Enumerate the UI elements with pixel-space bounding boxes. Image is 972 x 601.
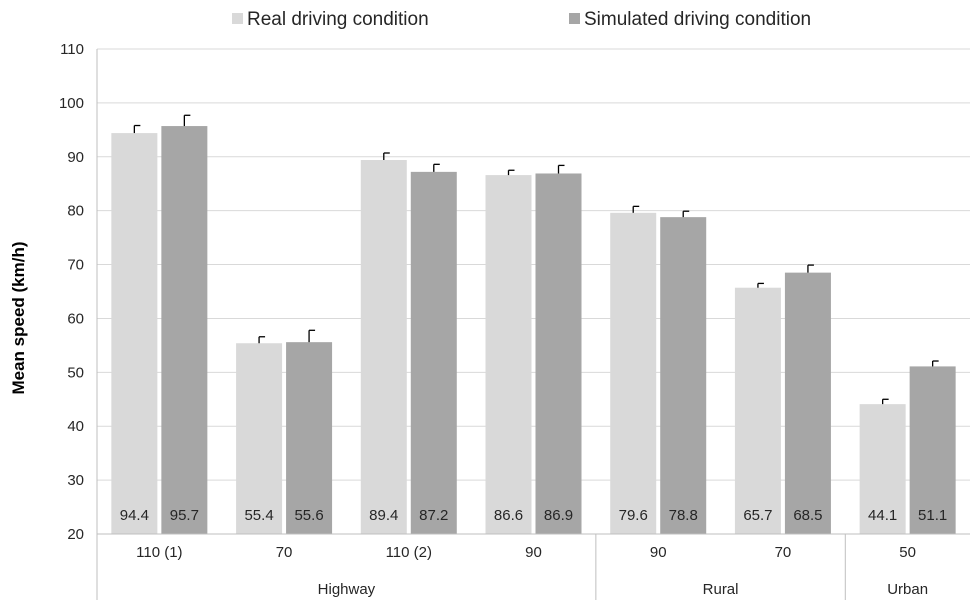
bar-value-label: 86.9 xyxy=(544,507,573,524)
bar-value-label: 55.6 xyxy=(294,507,323,524)
x-axis: 110 (1) 70 110 (2) 90 90 70 50 Highway Rural Urba… xyxy=(97,533,970,600)
bar xyxy=(784,272,831,534)
legend-swatch-real xyxy=(232,13,243,24)
x-group-label: Highway xyxy=(318,581,376,598)
bar-value-label: 89.4 xyxy=(369,507,398,524)
y-axis-title: Mean speed (km/h) xyxy=(9,241,28,394)
bar-value-label: 55.4 xyxy=(244,507,273,524)
bar-value-label: 86.6 xyxy=(494,507,523,524)
y-tick-label: 100 xyxy=(59,95,84,112)
legend-swatch-simulated xyxy=(569,13,580,24)
bar-value-label: 79.6 xyxy=(619,507,648,524)
y-tick-label: 70 xyxy=(67,257,84,274)
bar-value-label: 78.8 xyxy=(669,507,698,524)
bar xyxy=(610,212,657,535)
legend: Real driving condition Simulated driving… xyxy=(232,9,811,30)
y-tick-label: 40 xyxy=(67,418,84,435)
y-tick-label: 90 xyxy=(67,149,84,166)
bar-value-labels: 94.4 95.7 55.4 55.6 89.4 87.2 86.6 86.9 79.6 78.8… xyxy=(120,507,947,524)
bar-value-label: 94.4 xyxy=(120,507,149,524)
bar xyxy=(236,343,283,534)
bar xyxy=(734,287,781,534)
bar xyxy=(286,342,333,534)
x-category-label: 50 xyxy=(899,544,916,561)
y-tick-label: 30 xyxy=(67,472,84,489)
bars xyxy=(111,126,956,535)
error-bars xyxy=(133,114,939,405)
bar xyxy=(410,171,457,534)
x-category-label: 70 xyxy=(276,544,293,561)
x-group-label: Rural xyxy=(703,581,739,598)
x-category-label: 110 (2) xyxy=(386,544,432,561)
bar xyxy=(360,160,407,534)
x-category-label: 70 xyxy=(775,544,792,561)
gridlines xyxy=(97,48,970,481)
bar-value-label: 87.2 xyxy=(419,507,448,524)
x-category-label: 90 xyxy=(525,544,542,561)
bar xyxy=(111,133,158,535)
bar-value-label: 95.7 xyxy=(170,507,199,524)
y-tick-label: 50 xyxy=(67,364,84,381)
legend-label-real: Real driving condition xyxy=(247,9,429,30)
y-tick-label: 60 xyxy=(67,310,84,327)
x-category-label: 90 xyxy=(650,544,667,561)
y-tick-label: 110 xyxy=(60,41,84,58)
y-tick-label: 80 xyxy=(67,203,84,220)
bar xyxy=(161,126,208,535)
bar xyxy=(660,217,707,534)
bar-value-label: 68.5 xyxy=(793,507,822,524)
y-tick-label: 20 xyxy=(67,526,84,543)
bar-value-label: 51.1 xyxy=(918,507,947,524)
bar-value-label: 65.7 xyxy=(743,507,772,524)
bar xyxy=(535,173,582,534)
x-group-label: Urban xyxy=(887,581,928,598)
bar xyxy=(909,366,956,534)
bar-value-label: 44.1 xyxy=(868,507,897,524)
bar xyxy=(859,404,906,534)
y-axis: 20 30 40 50 60 70 80 90 100 110 xyxy=(59,41,98,600)
x-category-label: 110 (1) xyxy=(136,544,182,561)
legend-label-simulated: Simulated driving condition xyxy=(584,9,811,30)
bar xyxy=(485,175,532,534)
